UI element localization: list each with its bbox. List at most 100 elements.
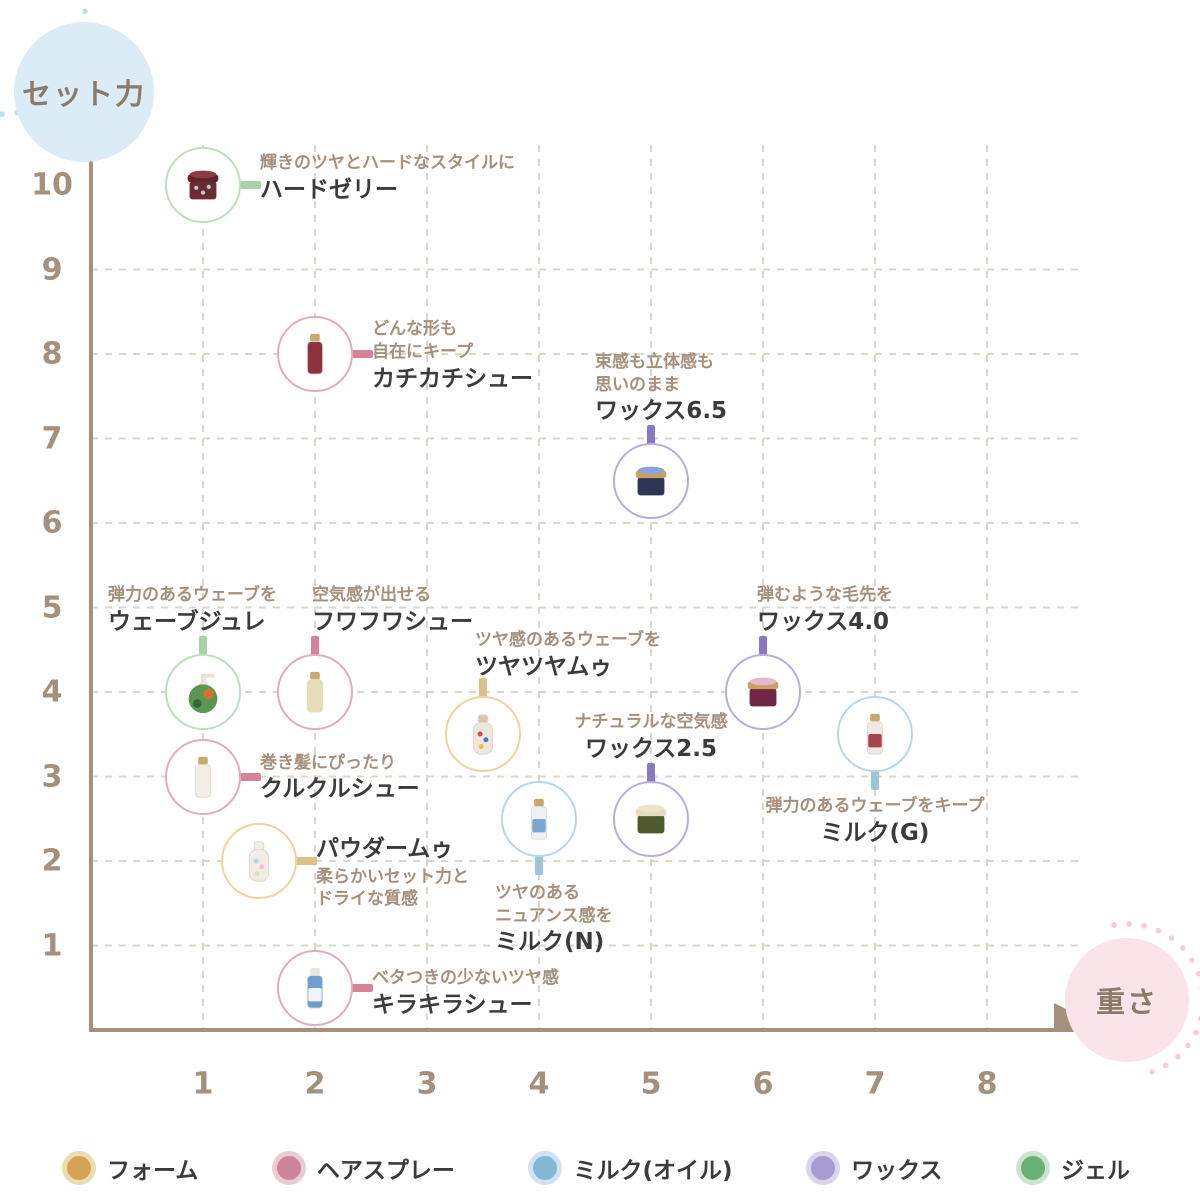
y-axis-label-bubble: セット力 — [14, 22, 154, 162]
legend-item-wax: ワックス — [806, 1151, 942, 1185]
product-spray-icon — [306, 671, 324, 713]
product-name: ミルク(N) — [495, 929, 605, 956]
label-connector — [647, 762, 655, 784]
product-description: 柔らかいセット力と ドライな質感 — [316, 866, 469, 910]
label-connector — [311, 636, 319, 657]
y-tick-2: 2 — [41, 843, 63, 879]
x-tick-4: 4 — [528, 1066, 550, 1102]
y-tick-6: 6 — [41, 505, 63, 541]
product-name: ミルク(G) — [820, 820, 930, 847]
product-label: ツヤ感のあるウェーブを ツヤツヤムゥ — [475, 629, 661, 681]
product-description: 輝きのツヤとハードなスタイルに — [260, 153, 515, 173]
x-tick-8: 8 — [976, 1066, 998, 1102]
x-axis-label-bubble: 重さ — [1065, 938, 1189, 1062]
product-jar-icon — [187, 170, 219, 200]
x-tick-7: 7 — [864, 1066, 886, 1102]
product-label: 束感も立体感も 思いのままワックス6.5 — [595, 351, 727, 426]
legend-label-gel: ジェル — [1060, 1158, 1130, 1184]
product-label: 弾力のあるウェーブをキープミルク(G) — [766, 795, 985, 847]
product-label: 弾むような毛先をワックス4.0 — [757, 584, 893, 636]
product-description: ナチュラルな空気感 — [574, 711, 728, 732]
x-tick-6: 6 — [752, 1066, 774, 1102]
product-bubble — [165, 738, 241, 815]
product-label: ベタつきの少ないツヤ感キラキラシュー — [372, 967, 559, 1019]
product-spray-icon — [306, 967, 324, 1009]
legend-label-wax: ワックス — [851, 1158, 943, 1184]
legend-dot-foam — [62, 1151, 96, 1185]
product-description: 束感も立体感も 思いのまま — [595, 351, 714, 395]
legend-dot-milk — [528, 1151, 563, 1185]
label-connector — [759, 636, 767, 657]
product-bubble — [277, 316, 353, 392]
label-connector — [199, 636, 207, 657]
product-label: 輝きのツヤとハードなスタイルにハードゼリー — [260, 152, 515, 204]
legend-item-gel: ジェル — [1015, 1151, 1130, 1185]
product-bubble — [501, 780, 577, 857]
product-name: ワックス6.5 — [595, 398, 728, 425]
legend-item-spray: ヘアスプレー — [271, 1151, 455, 1185]
product-description: 弾力のあるウェーブをキープ — [765, 796, 985, 817]
y-tick-3: 3 — [41, 759, 63, 794]
product-bubble — [613, 442, 689, 519]
legend-label-milk: ミルク(オイル) — [573, 1158, 733, 1184]
product-label: どんな形も 自在にキープカチカチシュー — [372, 318, 533, 393]
x-tick-1: 1 — [192, 1066, 214, 1102]
legend-item-milk: ミルク(オイル) — [528, 1151, 733, 1185]
product-name: ウェーブジュレ — [108, 608, 266, 635]
y-axis-label: セット力 — [21, 77, 146, 111]
product-jar-icon — [635, 466, 667, 496]
product-label: 弾力のあるウェーブをウェーブジュレ — [108, 584, 277, 636]
label-connector — [351, 350, 373, 358]
legend: フォーム ヘアスプレー ミルク(オイル) ワックス ジェル — [62, 1146, 1130, 1190]
legend-dot-wax — [806, 1151, 841, 1185]
legend-item-foam: フォーム — [62, 1151, 198, 1185]
label-connector — [479, 678, 487, 700]
product-name: ワックス4.0 — [757, 608, 890, 635]
product-name: ハードゼリー — [260, 176, 398, 203]
product-pump-icon — [188, 673, 218, 714]
product-jar-icon — [635, 804, 667, 834]
x-tick-3: 3 — [416, 1066, 438, 1102]
product-name: キラキラシュー — [372, 991, 533, 1018]
product-description: ツヤ感のあるウェーブを — [475, 630, 661, 651]
product-description: 巻き髪にぴったり — [260, 752, 396, 773]
product-spray-icon — [306, 333, 324, 375]
y-tick-10: 10 — [31, 167, 73, 203]
product-description: どんな形も 自在にキープ — [372, 319, 473, 362]
y-tick-4: 4 — [41, 674, 63, 710]
product-description: 空気感が出せる — [312, 585, 431, 605]
label-connector — [239, 772, 261, 781]
product-bubble — [725, 654, 801, 730]
product-spray-icon — [194, 756, 212, 798]
product-name: カチカチシュー — [372, 365, 533, 392]
label-connector — [647, 424, 655, 446]
product-bubble — [277, 654, 353, 730]
product-description: 弾むような毛先を — [757, 585, 893, 605]
y-tick-5: 5 — [41, 590, 63, 625]
product-bubble — [837, 696, 913, 773]
label-connector — [351, 983, 373, 992]
product-bottle-icon — [472, 714, 494, 755]
product-bubble — [277, 949, 353, 1026]
x-tick-2: 2 — [304, 1066, 326, 1102]
product-bubble — [445, 696, 521, 773]
product-spray-icon — [866, 714, 884, 755]
product-description: ベタつきの少ないツヤ感 — [372, 967, 559, 988]
label-connector — [871, 769, 879, 791]
product-bubble — [165, 654, 241, 730]
product-label: ツヤのある ニュアンス感を ミルク(N) — [495, 882, 613, 957]
label-connector — [295, 857, 317, 865]
product-description: 弾力のあるウェーブを — [108, 585, 277, 605]
legend-dot-spray — [271, 1151, 306, 1185]
product-bubble — [221, 823, 297, 899]
product-jar-icon — [747, 677, 779, 707]
x-tick-5: 5 — [640, 1066, 662, 1102]
y-tick-8: 8 — [41, 336, 63, 372]
product-spray-icon — [530, 798, 548, 840]
y-tick-9: 9 — [41, 252, 63, 287]
legend-label-foam: フォーム — [107, 1158, 199, 1184]
product-label: 空気感が出せるフワフワシュー — [312, 584, 473, 636]
product-name: フワフワシュー — [312, 608, 473, 635]
product-bottle-icon — [248, 841, 270, 882]
